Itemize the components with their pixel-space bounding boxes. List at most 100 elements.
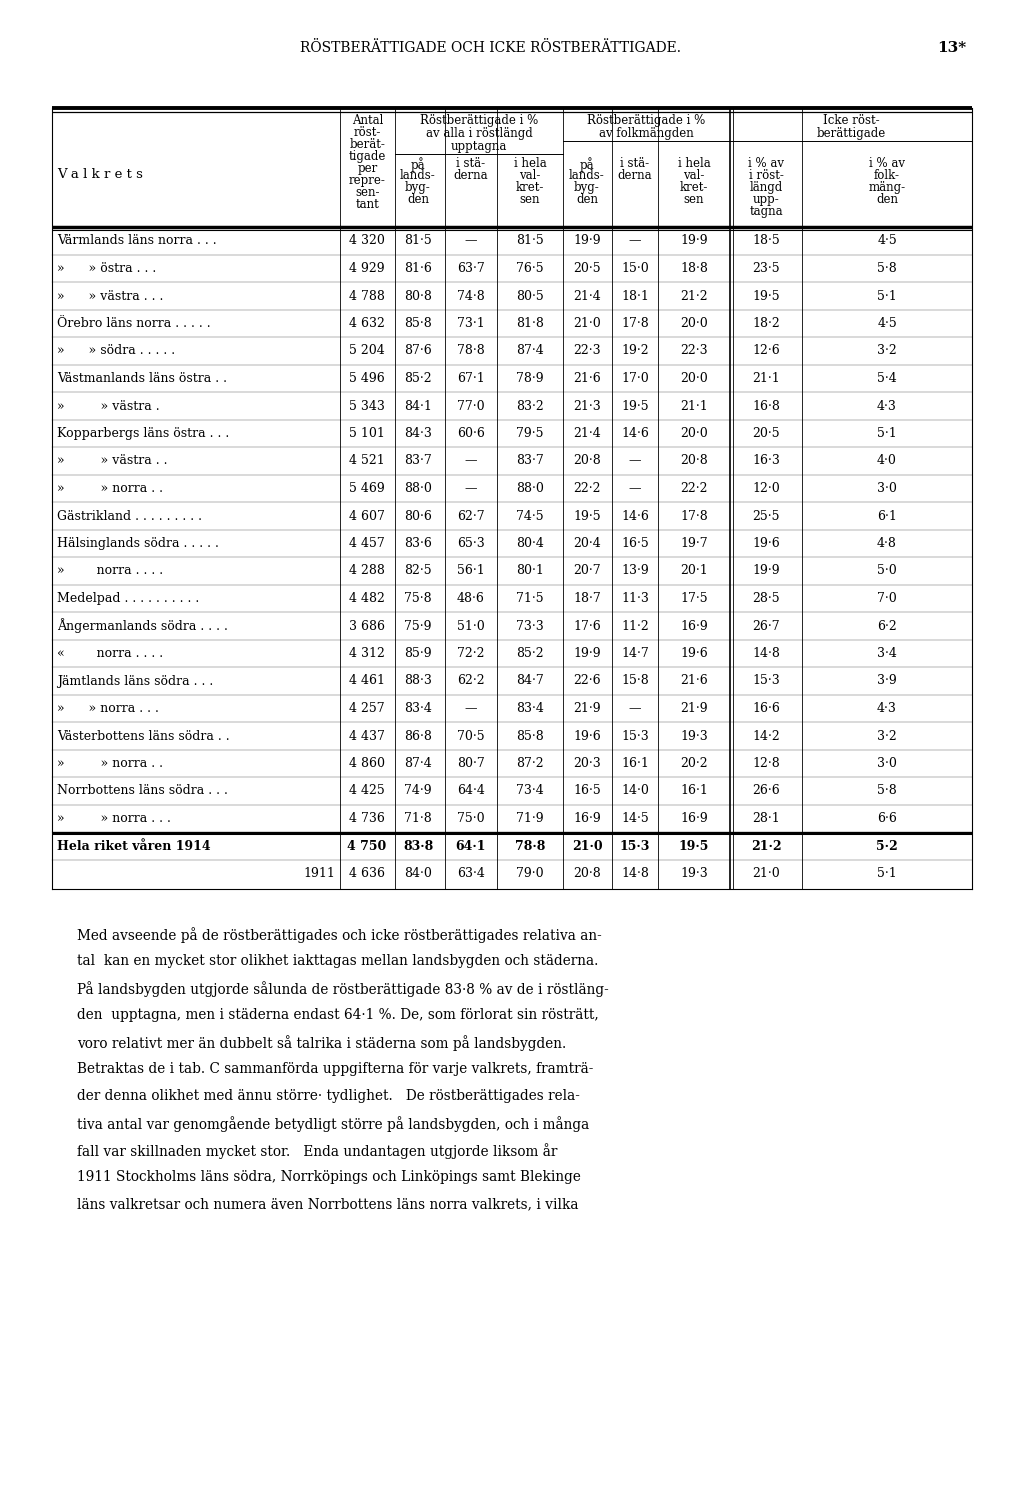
Text: 14·8: 14·8 <box>752 647 780 661</box>
Text: 12·0: 12·0 <box>752 483 780 495</box>
Text: derna: derna <box>617 169 652 182</box>
Text: 60·6: 60·6 <box>457 427 485 440</box>
Text: 15·3: 15·3 <box>752 674 780 688</box>
Text: Betraktas de i tab. C sammanförda uppgifterna för varje valkrets, framträ-: Betraktas de i tab. C sammanförda uppgif… <box>77 1062 593 1077</box>
Text: i stä-: i stä- <box>457 157 485 170</box>
Text: 17·5: 17·5 <box>680 593 708 605</box>
Text: 18·8: 18·8 <box>680 262 708 274</box>
Text: 4 425: 4 425 <box>349 784 385 798</box>
Text: —: — <box>465 454 477 467</box>
Text: i hela: i hela <box>678 157 711 170</box>
Text: 17·8: 17·8 <box>680 510 708 522</box>
Text: 19·3: 19·3 <box>680 730 708 742</box>
Text: 20·3: 20·3 <box>573 757 601 771</box>
Text: Röstberättigade i %: Röstberättigade i % <box>420 115 539 127</box>
Text: längd: längd <box>750 181 782 195</box>
Text: 4·3: 4·3 <box>878 703 897 715</box>
Text: 4·8: 4·8 <box>878 537 897 550</box>
Text: 16·8: 16·8 <box>752 400 780 413</box>
Text: 20·5: 20·5 <box>573 262 601 274</box>
Text: 5·2: 5·2 <box>877 840 898 852</box>
Text: 5·1: 5·1 <box>878 427 897 440</box>
Text: 56·1: 56·1 <box>457 564 485 578</box>
Text: »         » norra . .: » » norra . . <box>57 483 163 495</box>
Text: 4 929: 4 929 <box>349 262 385 274</box>
Text: 16·1: 16·1 <box>680 784 708 798</box>
Text: 4·0: 4·0 <box>878 454 897 467</box>
Text: 87·2: 87·2 <box>516 757 544 771</box>
Text: val-: val- <box>683 169 705 182</box>
Text: mäng-: mäng- <box>868 181 905 195</box>
Text: 84·1: 84·1 <box>404 400 432 413</box>
Text: Gästrikland . . . . . . . . .: Gästrikland . . . . . . . . . <box>57 510 202 522</box>
Text: 48·6: 48·6 <box>457 593 485 605</box>
Text: —: — <box>629 454 641 467</box>
Text: 62·2: 62·2 <box>457 674 484 688</box>
Text: 5 469: 5 469 <box>349 483 385 495</box>
Text: 4 257: 4 257 <box>349 703 385 715</box>
Text: 19·7: 19·7 <box>680 537 708 550</box>
Text: 88·0: 88·0 <box>404 483 432 495</box>
Text: 16·5: 16·5 <box>573 784 601 798</box>
Text: 82·5: 82·5 <box>404 564 432 578</box>
Text: —: — <box>465 703 477 715</box>
Text: »      » norra . . .: » » norra . . . <box>57 703 159 715</box>
Text: 4 288: 4 288 <box>349 564 385 578</box>
Text: 80·1: 80·1 <box>516 564 544 578</box>
Text: 80·4: 80·4 <box>516 537 544 550</box>
Text: 3·4: 3·4 <box>878 647 897 661</box>
Text: 80·6: 80·6 <box>404 510 432 522</box>
Text: —: — <box>465 235 477 247</box>
Text: 21·1: 21·1 <box>680 400 708 413</box>
Text: 19·5: 19·5 <box>679 840 710 852</box>
Text: 14·2: 14·2 <box>752 730 780 742</box>
Text: på: på <box>580 157 594 172</box>
Text: Värmlands läns norra . . .: Värmlands läns norra . . . <box>57 235 217 247</box>
Text: —: — <box>465 483 477 495</box>
Text: 77·0: 77·0 <box>457 400 484 413</box>
Text: Röstberättigade i %: Röstberättigade i % <box>588 115 706 127</box>
Text: Jämtlands läns södra . . .: Jämtlands läns södra . . . <box>57 674 213 688</box>
Text: 4 461: 4 461 <box>349 674 385 688</box>
Text: 21·9: 21·9 <box>573 703 601 715</box>
Text: 4 607: 4 607 <box>349 510 385 522</box>
Text: 88·0: 88·0 <box>516 483 544 495</box>
Text: tant: tant <box>355 198 379 211</box>
Text: 73·4: 73·4 <box>516 784 544 798</box>
Text: 17·6: 17·6 <box>573 620 601 632</box>
Text: 74·9: 74·9 <box>404 784 432 798</box>
Text: 20·8: 20·8 <box>573 454 601 467</box>
Text: 51·0: 51·0 <box>457 620 485 632</box>
Text: Hela riket våren 1914: Hela riket våren 1914 <box>57 840 211 852</box>
Text: 20·1: 20·1 <box>680 564 708 578</box>
Text: Antal: Antal <box>352 115 383 127</box>
Text: voro relativt mer än dubbelt så talrika i städerna som på landsbygden.: voro relativt mer än dubbelt så talrika … <box>77 1036 566 1051</box>
Text: upp-: upp- <box>753 193 779 207</box>
Text: 75·9: 75·9 <box>404 620 432 632</box>
Text: 5 204: 5 204 <box>349 344 385 357</box>
Text: 5 496: 5 496 <box>349 372 385 385</box>
Text: tiva antal var genomgående betydligt större på landsbygden, och i många: tiva antal var genomgående betydligt stö… <box>77 1116 589 1133</box>
Text: lands-: lands- <box>400 169 436 182</box>
Text: 7·0: 7·0 <box>878 593 897 605</box>
Text: 19·6: 19·6 <box>573 730 601 742</box>
Text: 70·5: 70·5 <box>457 730 484 742</box>
Text: 26·7: 26·7 <box>753 620 780 632</box>
Text: 4 482: 4 482 <box>349 593 385 605</box>
Text: 15·8: 15·8 <box>622 674 649 688</box>
Text: 73·1: 73·1 <box>457 317 485 330</box>
Text: »         » norra . .: » » norra . . <box>57 757 163 771</box>
Text: 28·1: 28·1 <box>752 811 780 825</box>
Text: 20·4: 20·4 <box>573 537 601 550</box>
Text: 21·0: 21·0 <box>752 867 780 881</box>
Text: 19·5: 19·5 <box>753 290 780 303</box>
Text: 4·5: 4·5 <box>878 317 897 330</box>
Text: 20·2: 20·2 <box>680 757 708 771</box>
Text: 75·0: 75·0 <box>457 811 484 825</box>
Text: Västerbottens läns södra . .: Västerbottens läns södra . . <box>57 730 229 742</box>
Text: 19·6: 19·6 <box>680 647 708 661</box>
Text: 16·1: 16·1 <box>622 757 649 771</box>
Text: »      » västra . . .: » » västra . . . <box>57 290 164 303</box>
Text: 87·6: 87·6 <box>404 344 432 357</box>
Text: —: — <box>629 703 641 715</box>
